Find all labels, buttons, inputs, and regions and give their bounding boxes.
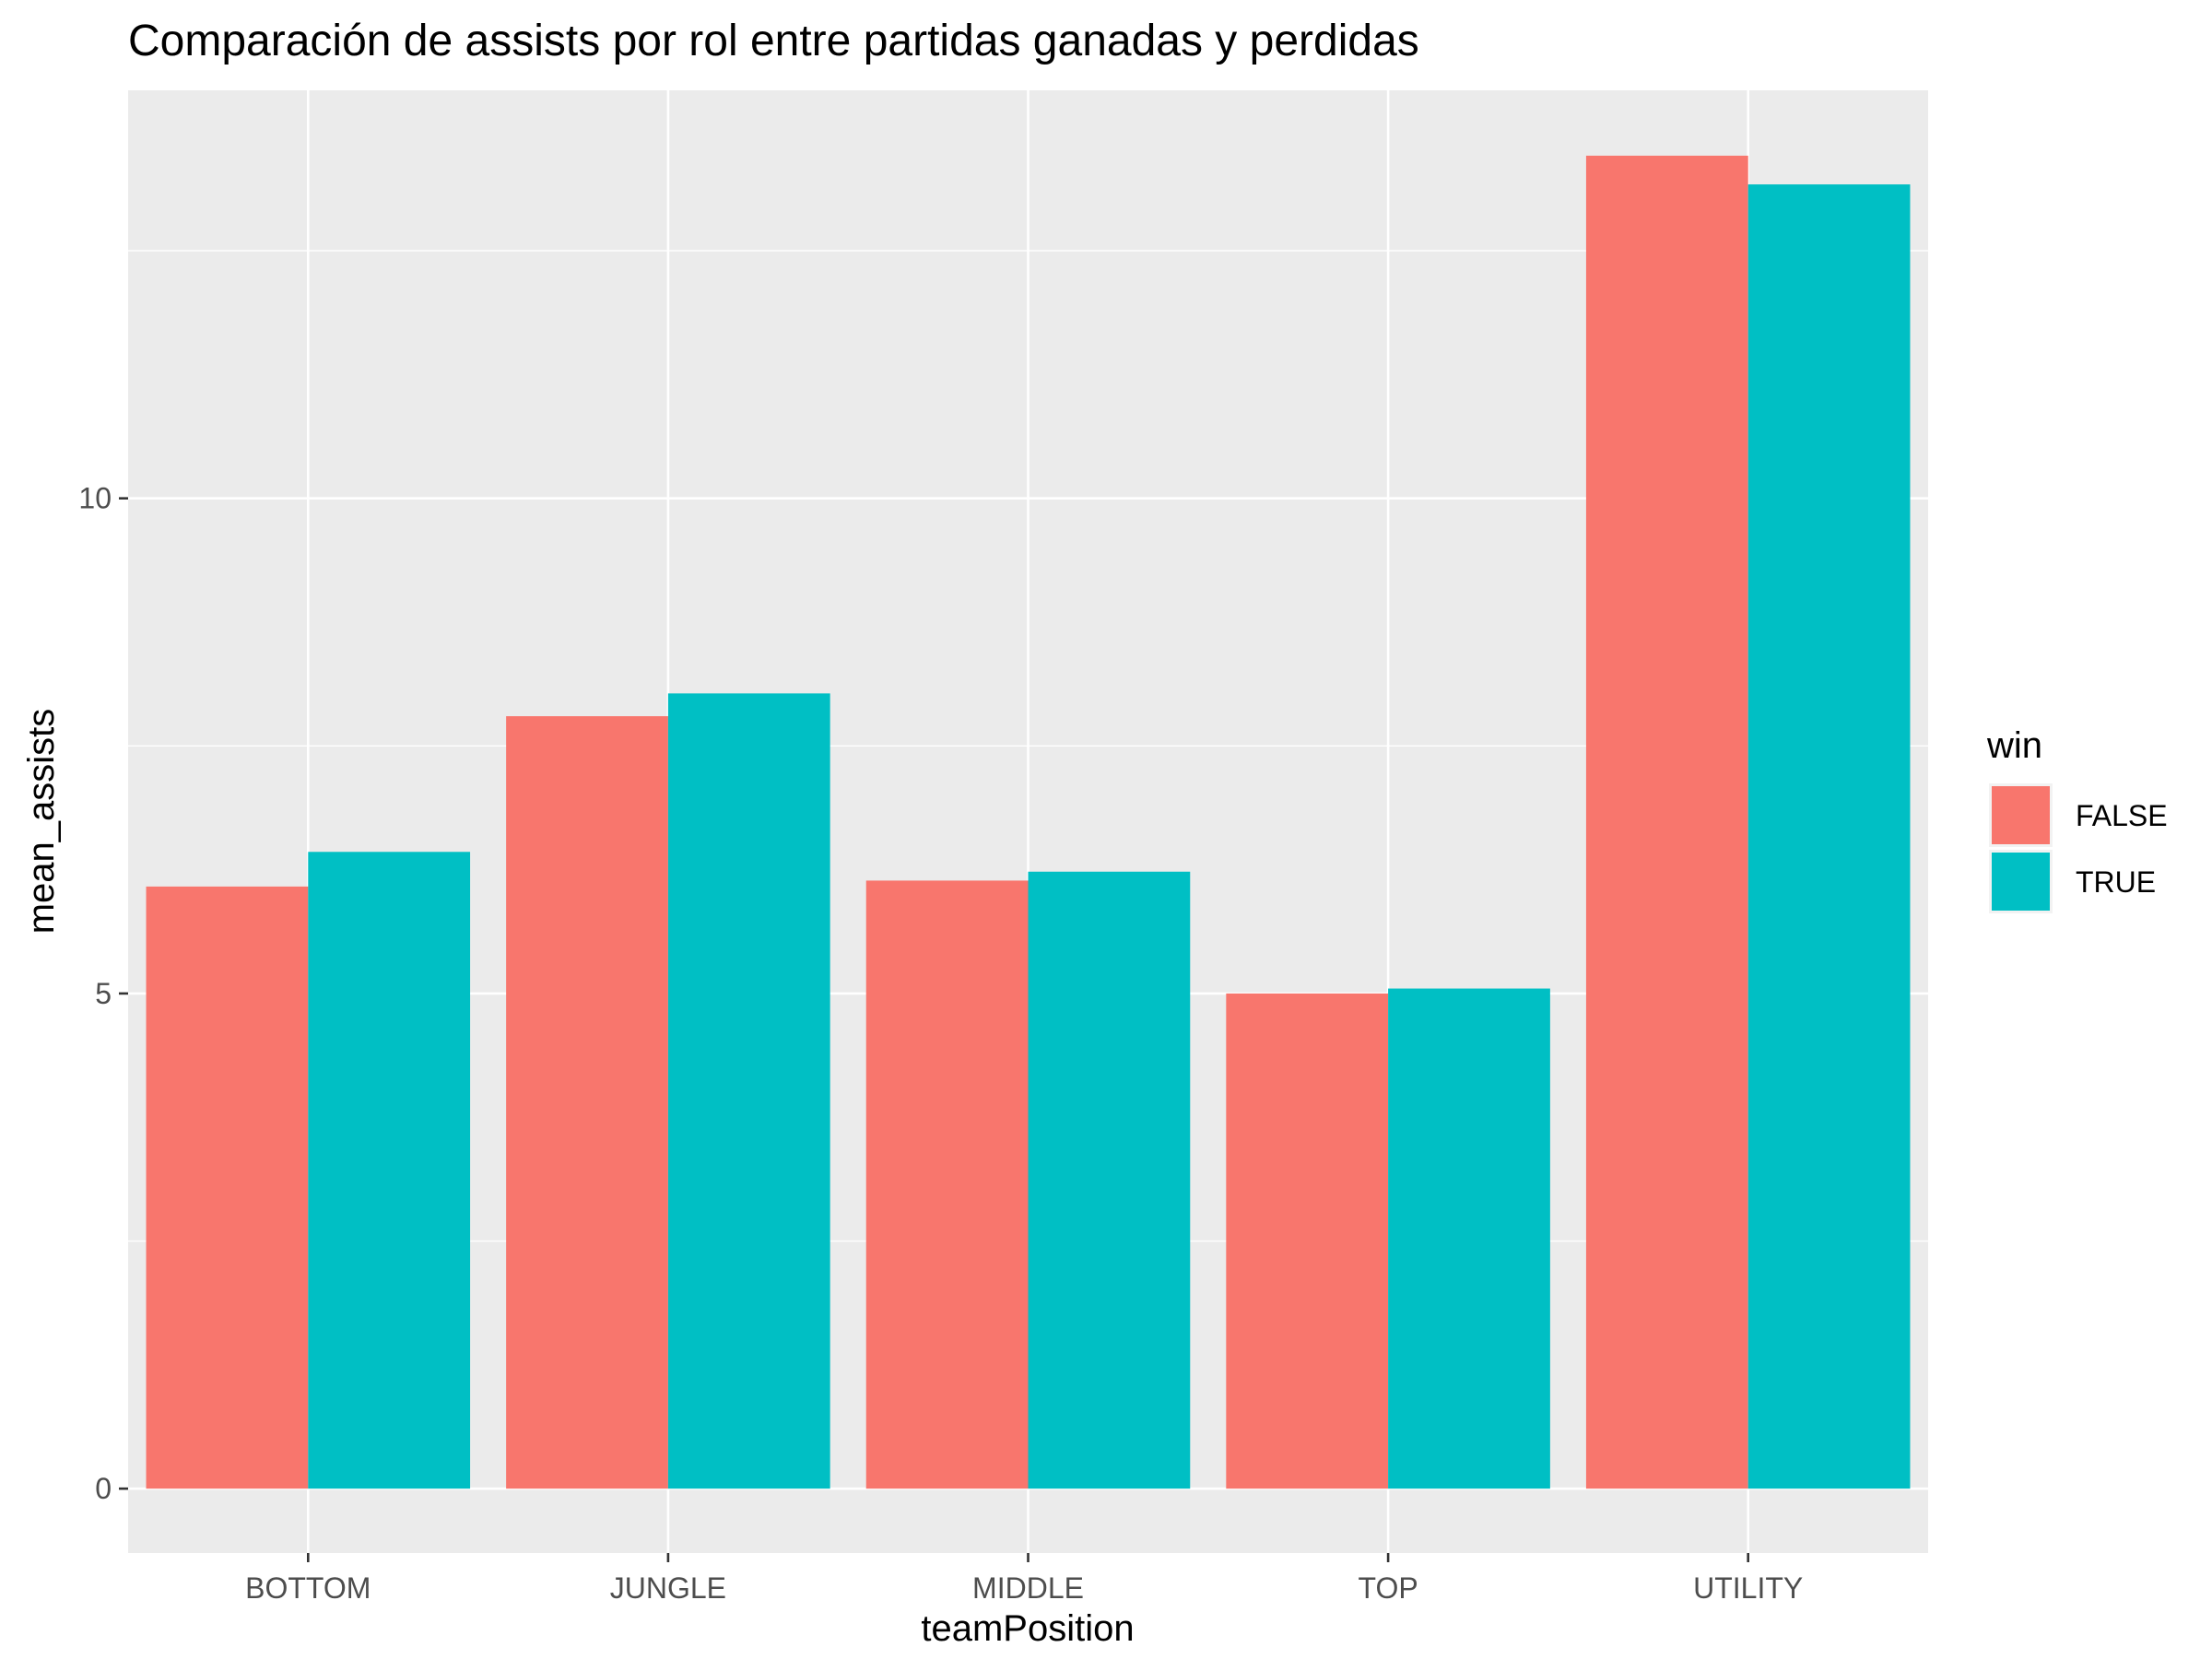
legend-key-swatch — [1992, 786, 2050, 844]
legend-title: win — [1986, 725, 2042, 766]
bar — [1747, 184, 1911, 1489]
bar — [146, 886, 309, 1489]
x-tick-label: TOP — [1358, 1571, 1418, 1605]
y-tick-label: 0 — [95, 1472, 112, 1505]
legend-key-swatch — [1992, 853, 2050, 911]
bar — [1028, 871, 1191, 1489]
bar — [865, 880, 1029, 1489]
x-axis-title: teamPosition — [921, 1608, 1134, 1649]
bar — [667, 693, 830, 1489]
bar — [1585, 155, 1748, 1489]
x-tick-label: JUNGLE — [610, 1571, 726, 1605]
bar — [1388, 988, 1550, 1489]
y-axis: 0 5 10 — [78, 482, 128, 1505]
x-tick-label: MIDDLE — [972, 1571, 1084, 1605]
bar — [506, 716, 668, 1489]
bar — [308, 852, 471, 1489]
y-axis-title: mean_assists — [21, 709, 62, 935]
y-tick-label: 10 — [78, 482, 112, 515]
x-tick-label: BOTTOM — [245, 1571, 371, 1605]
chart-title: Comparación de assists por rol entre par… — [128, 17, 1419, 65]
bar — [1226, 993, 1389, 1489]
legend-label: FALSE — [2076, 799, 2168, 832]
y-tick-label: 5 — [95, 977, 112, 1010]
bars — [146, 155, 1911, 1489]
legend: win FALSE TRUE — [1986, 725, 2168, 913]
x-tick-label: UTILITY — [1693, 1571, 1803, 1605]
legend-label: TRUE — [2076, 865, 2156, 899]
x-axis: BOTTOM JUNGLE MIDDLE TOP UTILITY — [245, 1553, 1803, 1605]
